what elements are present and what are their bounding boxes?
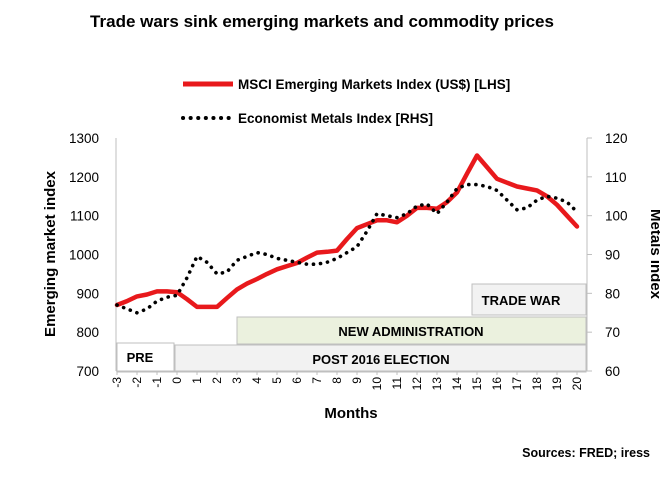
x-tick-label: 0: [170, 377, 184, 384]
right-tick-label: 70: [605, 325, 620, 340]
y-axis-title-right: Metals index: [647, 209, 660, 300]
right-tick-label: 110: [605, 170, 627, 185]
x-tick-label: 11: [390, 377, 404, 390]
x-tick-label: 15: [470, 377, 484, 391]
x-tick-label: 3: [230, 377, 244, 384]
series-line-msci: [114, 153, 580, 310]
right-tick-label: 60: [605, 364, 620, 379]
annotation-bands: TRADE WAR NEW ADMINISTRATION PRE POST 20…: [116, 283, 587, 373]
left-tick-label: 1300: [69, 131, 99, 146]
x-tick-label: 18: [530, 377, 544, 391]
band-pre: [116, 342, 175, 373]
axes: -3 -2 -1 0 1 2 3 4 5 6 7 8 9 10 11 12 13 14 15 16 17 18 19 20 7…: [69, 131, 628, 390]
band-post-election-label: POST 2016 ELECTION: [312, 352, 449, 367]
band-post-election: [174, 344, 587, 373]
right-tick-label: 80: [605, 286, 620, 301]
legend: MSCI Emerging Markets Index (US$) [LHS] …: [181, 77, 510, 126]
x-tick-label: 1: [190, 377, 204, 384]
right-tick-label: 120: [605, 131, 628, 146]
band-new-administration-label: NEW ADMINISTRATION: [338, 324, 483, 339]
x-tick-label: 8: [330, 377, 344, 384]
series-line-metals: [115, 182, 579, 315]
right-tick-label: 100: [605, 209, 628, 224]
y-axis-title-left: Emerging market index: [42, 170, 59, 337]
legend-label-msci: MSCI Emerging Markets Index (US$) [LHS]: [238, 77, 510, 92]
band-trade-war-label: TRADE WAR: [482, 293, 561, 308]
legend-label-metals: Economist Metals Index [RHS]: [238, 111, 433, 126]
series-layer: [114, 153, 580, 315]
x-tick-label: 6: [290, 377, 304, 384]
band-pre-label: PRE: [127, 350, 154, 365]
left-tick-label: 1200: [69, 170, 99, 185]
x-tick-label: 4: [250, 377, 264, 384]
left-axis-ticks: 700 800 900 1000 1100 1200 1300: [69, 131, 99, 379]
x-tick-label: 7: [310, 377, 324, 384]
x-tick-label: 13: [430, 377, 444, 391]
x-tick-label: -3: [110, 377, 124, 388]
x-tick-label: 10: [370, 377, 384, 391]
x-tick-label: 20: [570, 377, 584, 391]
x-tick-label: -2: [130, 377, 144, 388]
right-axis-ticks: 60 70 80 90 100 110 120: [587, 131, 628, 379]
x-tick-label: 5: [270, 377, 284, 384]
x-tick-label: -1: [150, 377, 164, 388]
x-axis-ticks: -3 -2 -1 0 1 2 3 4 5 6 7 8 9 10 11 12 13 14 15 16 17 18 19 20: [110, 371, 584, 390]
right-tick-label: 90: [605, 248, 620, 263]
x-tick-label: 16: [490, 377, 504, 391]
x-tick-label: 14: [450, 377, 464, 391]
x-tick-label: 9: [350, 377, 364, 384]
left-tick-label: 700: [76, 364, 99, 379]
left-tick-label: 800: [76, 325, 99, 340]
left-tick-label: 1000: [69, 248, 99, 263]
x-tick-label: 12: [410, 377, 424, 391]
left-tick-label: 1100: [70, 209, 99, 224]
x-axis-title: Months: [324, 405, 377, 422]
x-tick-label: 17: [510, 377, 524, 391]
band-new-administration: [236, 316, 587, 345]
x-tick-label: 19: [550, 377, 564, 391]
left-tick-label: 900: [76, 286, 99, 301]
band-trade-war: [471, 283, 587, 316]
chart-title: Trade wars sink emerging markets and com…: [90, 12, 554, 31]
x-tick-label: 2: [210, 377, 224, 384]
source-note: Sources: FRED; iress: [522, 446, 650, 460]
